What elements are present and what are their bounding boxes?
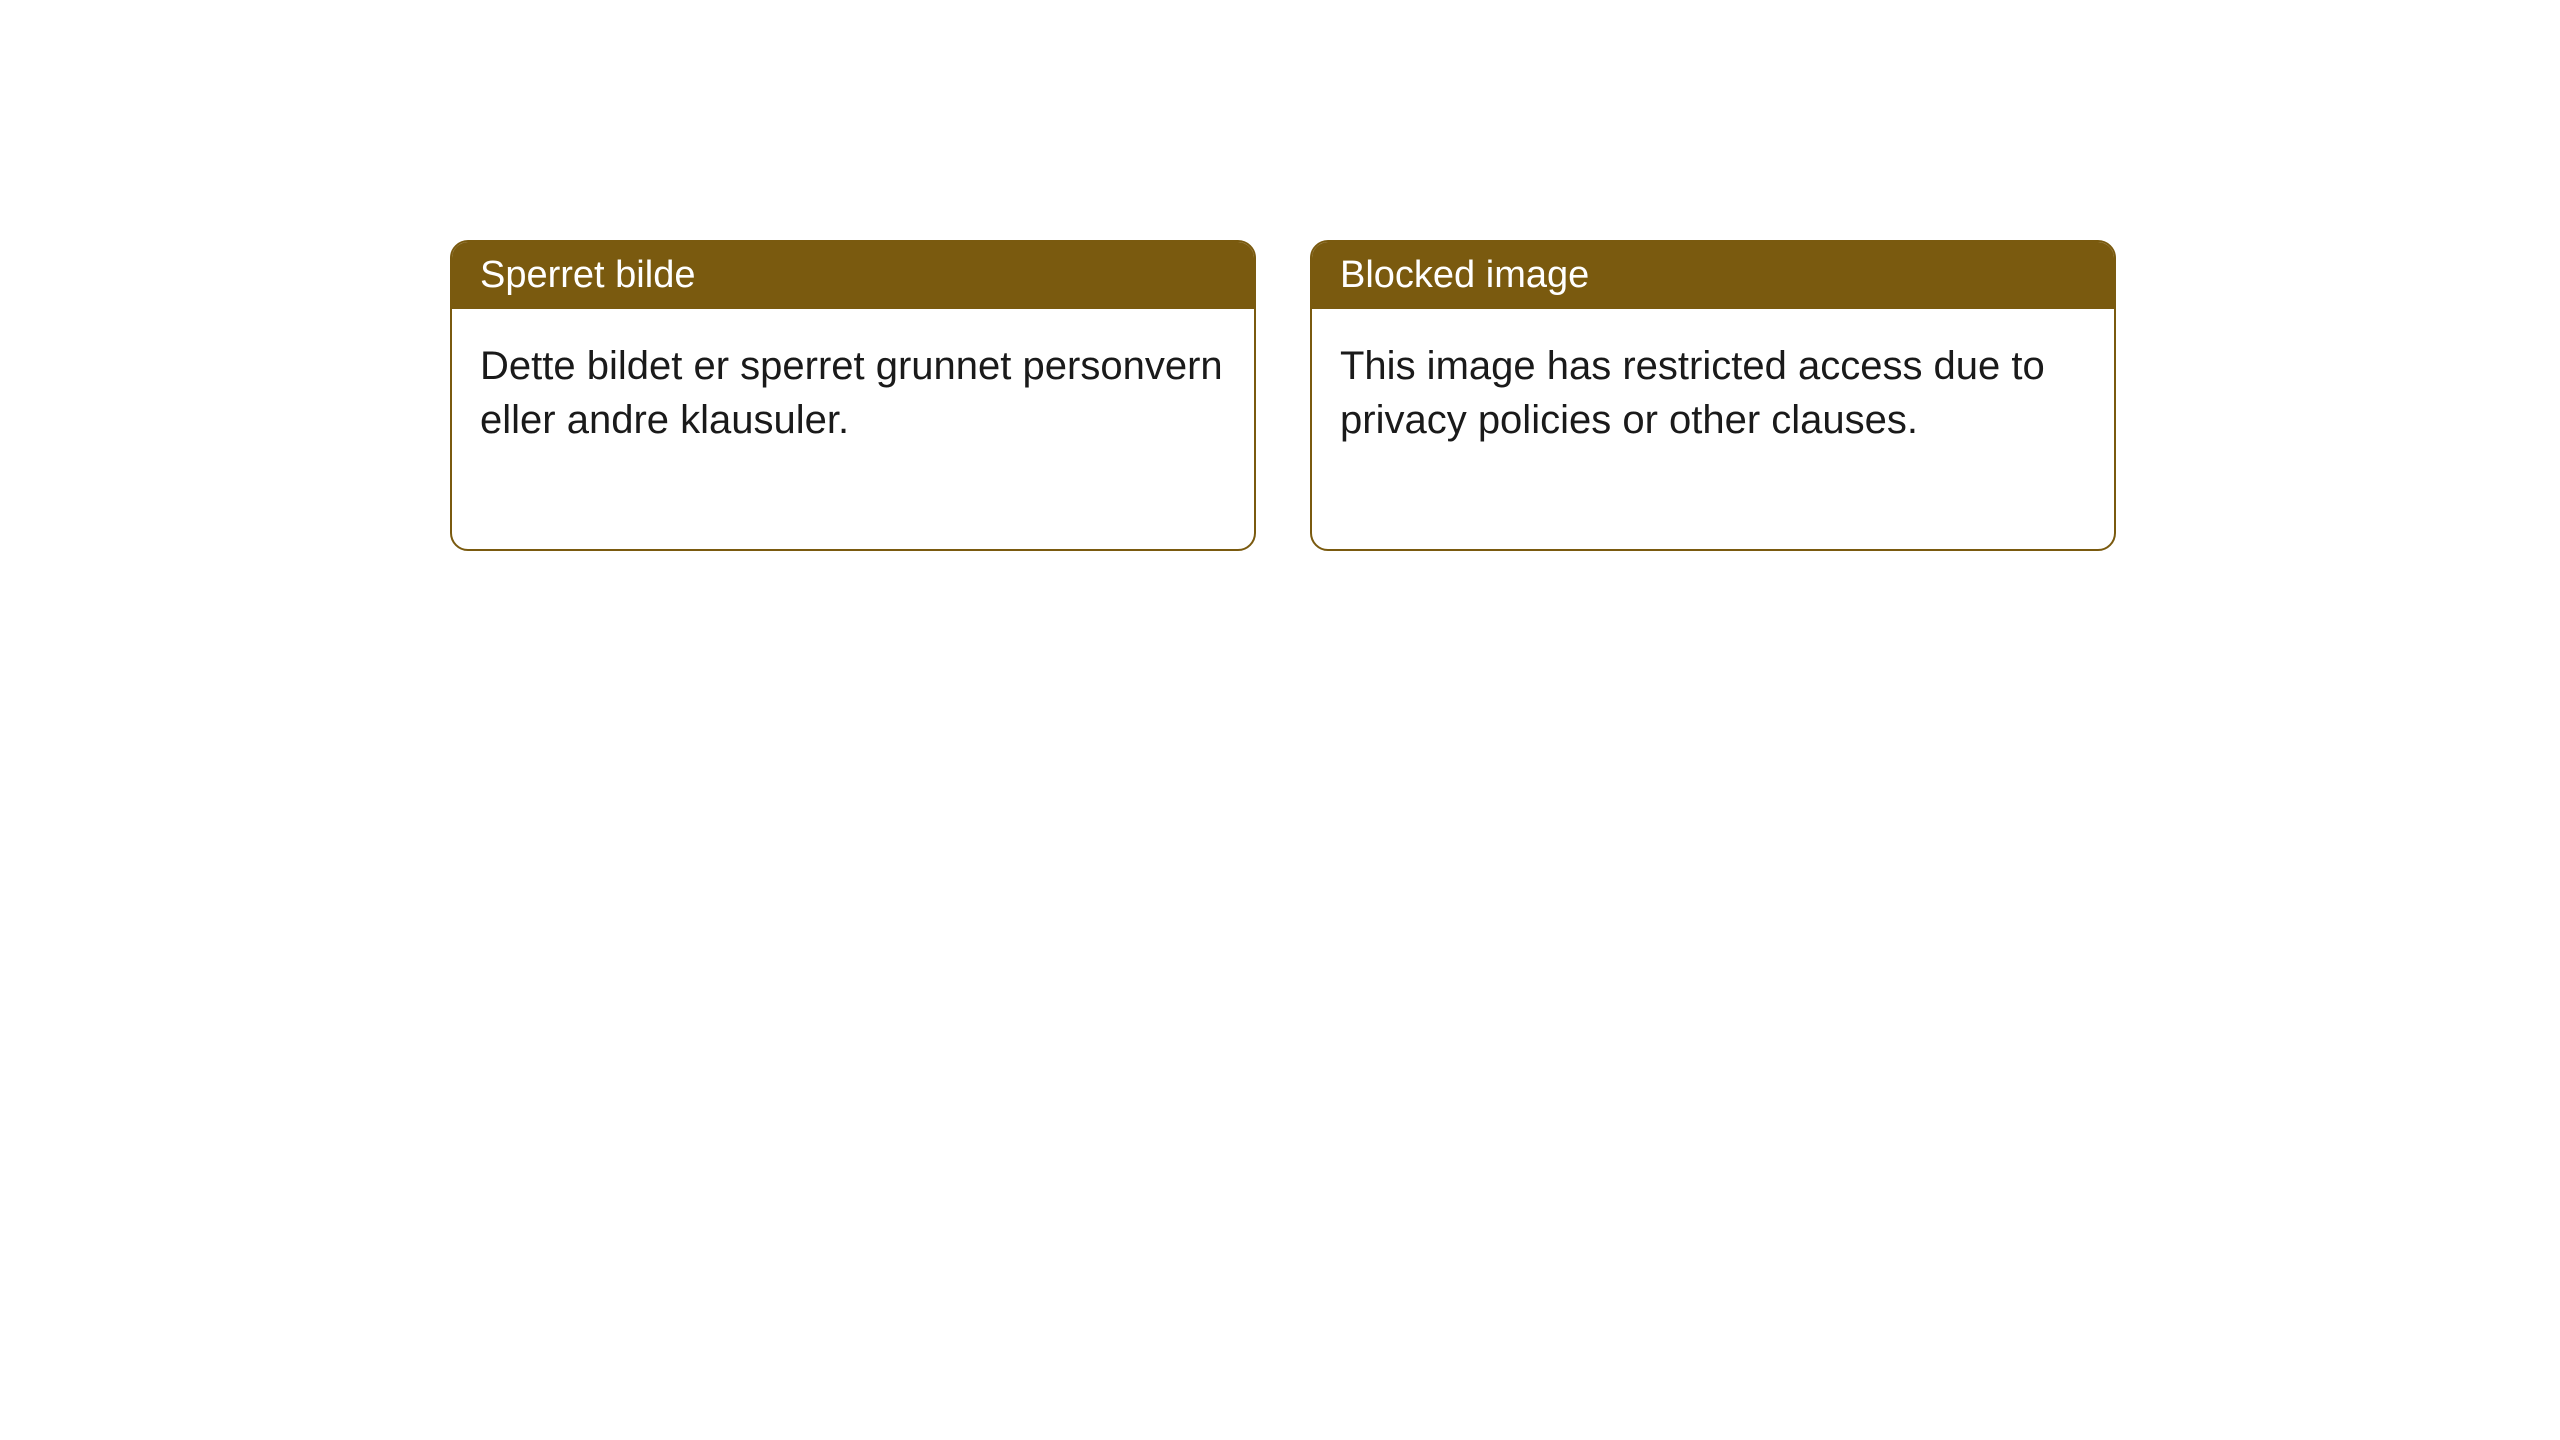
card-body: This image has restricted access due to … <box>1312 309 2114 549</box>
notice-card-english: Blocked image This image has restricted … <box>1310 240 2116 551</box>
card-title: Sperret bilde <box>480 254 695 296</box>
card-title: Blocked image <box>1340 254 1589 296</box>
card-body-text: This image has restricted access due to … <box>1340 344 2045 442</box>
notice-card-norwegian: Sperret bilde Dette bildet er sperret gr… <box>450 240 1256 551</box>
card-header: Blocked image <box>1312 242 2114 309</box>
card-body-text: Dette bildet er sperret grunnet personve… <box>480 344 1223 442</box>
notice-cards-container: Sperret bilde Dette bildet er sperret gr… <box>450 240 2116 551</box>
card-header: Sperret bilde <box>452 242 1254 309</box>
card-body: Dette bildet er sperret grunnet personve… <box>452 309 1254 549</box>
